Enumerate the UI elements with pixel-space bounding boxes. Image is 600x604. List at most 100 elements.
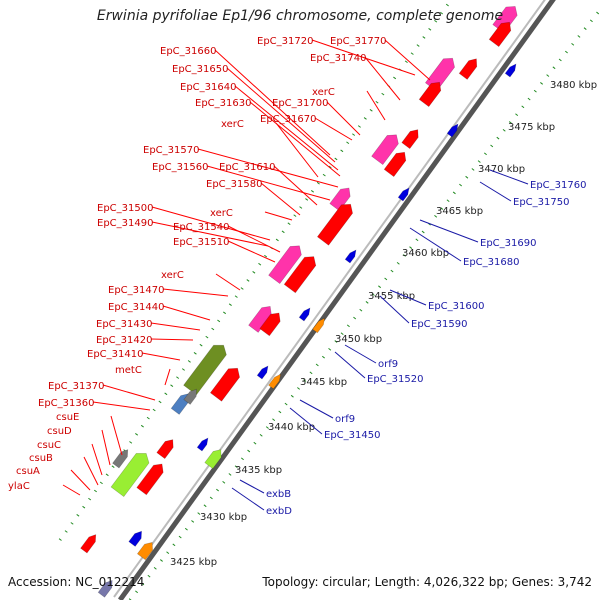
leader-line xyxy=(227,240,276,263)
leader-line xyxy=(226,67,336,163)
gene-label-right: exbB xyxy=(266,489,291,500)
gene-label-left: csuB xyxy=(29,453,53,464)
leader-line xyxy=(479,181,512,202)
leader-line xyxy=(151,221,269,247)
gene-label-left: EpC_31740 xyxy=(310,53,366,64)
leader-line xyxy=(141,352,181,361)
gene-magenta xyxy=(268,245,302,285)
gene-label-left: EpC_31640 xyxy=(180,82,236,93)
leader-line xyxy=(102,384,156,401)
leader-line xyxy=(206,165,331,201)
topology-text: Topology: circular; Length: 4,026,322 bp… xyxy=(262,575,592,589)
leader-line xyxy=(91,443,103,476)
genome-backbone-shadow xyxy=(113,0,546,598)
gene-blue xyxy=(344,249,357,264)
leader-line xyxy=(151,206,271,241)
gene-blue xyxy=(446,123,459,138)
gene-label-left: EpC_31500 xyxy=(97,203,153,214)
gene-label-left: EpC_31660 xyxy=(160,46,216,57)
kbp-tick-label: 3435 kbp xyxy=(235,465,282,476)
kbp-tick-label: 3445 kbp xyxy=(300,377,347,388)
map-title: Erwinia pyrifoliae Ep1/96 chromosome, co… xyxy=(96,8,504,24)
gene-red xyxy=(418,81,442,108)
gene-label-left: EpC_31720 xyxy=(257,36,313,47)
gene-red xyxy=(283,256,317,294)
gene-blue xyxy=(256,365,269,380)
gene-label-left: EpC_31410 xyxy=(87,349,143,360)
leader-line xyxy=(83,456,99,486)
gene-label-left: EpC_31610 xyxy=(219,162,275,173)
gene-label-right: EpC_31590 xyxy=(411,319,467,330)
gene-label-left: xerC xyxy=(210,208,233,219)
gene-red xyxy=(383,151,407,178)
gene-gray xyxy=(183,388,197,405)
gene-label-left: csuC xyxy=(37,440,61,451)
gene-gray xyxy=(112,449,129,469)
leader-line xyxy=(215,273,241,291)
leader-line xyxy=(92,401,151,411)
leader-line xyxy=(299,399,334,419)
gene-blue xyxy=(128,530,142,547)
leader-line xyxy=(150,338,194,341)
gene-label-left: EpC_31510 xyxy=(173,237,229,248)
leader-line xyxy=(289,407,323,435)
kbp-tick-label: 3480 kbp xyxy=(550,80,597,91)
gene-red xyxy=(209,367,240,402)
gene-label-left: csuE xyxy=(56,412,79,423)
gene-label-left: xerC xyxy=(221,119,244,130)
gene-orange xyxy=(136,542,153,561)
gene-label-left: EpC_31580 xyxy=(206,179,262,190)
gene-label-right: EpC_31600 xyxy=(428,301,484,312)
gene-label-right: exbD xyxy=(266,506,292,517)
leader-line xyxy=(62,484,81,496)
leader-line xyxy=(260,182,301,216)
leader-line xyxy=(409,227,462,262)
gene-label-left: EpC_31570 xyxy=(143,145,199,156)
kbp-tick-label: 3465 kbp xyxy=(436,206,483,217)
leader-line xyxy=(150,322,201,331)
gene-red xyxy=(458,58,478,80)
gene-label-left: EpC_31360 xyxy=(38,398,94,409)
gene-gray-blue xyxy=(97,579,113,598)
kbp-tick-label: 3430 kbp xyxy=(200,512,247,523)
leader-line xyxy=(384,39,431,81)
gene-label-left: csuD xyxy=(47,426,72,437)
leader-line xyxy=(334,351,366,379)
gene-label-right: EpC_31750 xyxy=(513,197,569,208)
leader-line xyxy=(344,344,377,364)
gene-red xyxy=(316,203,353,246)
leader-line xyxy=(275,122,319,178)
gene-label-right: orf9 xyxy=(378,359,398,370)
leader-line xyxy=(110,415,123,456)
gene-label-right: orf9 xyxy=(335,414,355,425)
kbp-tick-label: 3455 kbp xyxy=(368,291,415,302)
leader-line xyxy=(366,90,386,121)
leader-line xyxy=(162,305,211,321)
gene-magenta xyxy=(329,187,351,212)
gene-magenta xyxy=(248,306,272,333)
gene-label-left: EpC_31770 xyxy=(330,36,386,47)
leader-line xyxy=(162,288,229,297)
gene-blue xyxy=(397,187,410,202)
leader-line xyxy=(389,289,427,306)
gene-red xyxy=(401,129,419,150)
gene-label-left: metC xyxy=(115,365,142,376)
gene-label-left: EpC_31420 xyxy=(96,335,152,346)
genome-backbone xyxy=(117,0,556,602)
leader-line xyxy=(311,39,416,76)
gene-label-left: EpC_31670 xyxy=(260,114,316,125)
gene-label-left: csuA xyxy=(16,466,40,477)
gene-label-left: EpC_31540 xyxy=(173,222,229,233)
kbp-tick-label: 3450 kbp xyxy=(335,334,382,345)
leader-line xyxy=(214,49,331,156)
leader-line xyxy=(326,101,361,136)
gene-label-left: ylaC xyxy=(8,481,30,492)
leader-line xyxy=(239,479,265,494)
gene-label-right: EpC_31450 xyxy=(324,430,380,441)
gene-label-left: EpC_31490 xyxy=(97,218,153,229)
gene-label-right: EpC_31690 xyxy=(480,238,536,249)
gene-blue xyxy=(196,437,209,452)
gene-red xyxy=(136,463,164,496)
